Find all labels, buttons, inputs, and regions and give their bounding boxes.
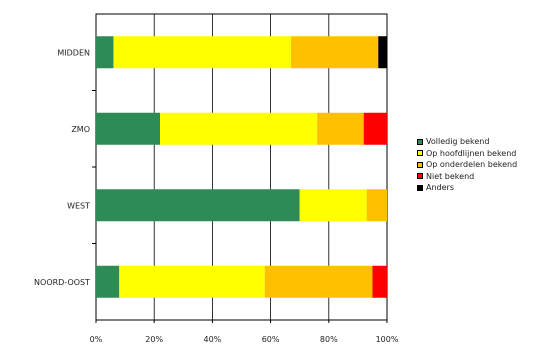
- category-label: NOORD-OOST: [34, 278, 90, 287]
- category-label: MIDDEN: [57, 48, 90, 57]
- legend-label: Op onderdelen bekend: [426, 160, 518, 170]
- legend-swatch: [417, 138, 423, 145]
- bar-midden-series-2: [290, 36, 379, 69]
- bar-zmo-series-1: [160, 112, 318, 145]
- bar-noord-oost-series-2: [264, 265, 373, 298]
- legend-item: Op onderdelen bekend: [417, 159, 517, 171]
- legend-swatch: [417, 173, 423, 180]
- category-label: ZMO: [71, 125, 90, 134]
- legend-label: Volledig bekend: [426, 137, 490, 147]
- legend-label: Niet bekend: [426, 171, 475, 181]
- bar-midden-series-0: [96, 36, 114, 69]
- bar-midden-series-1: [113, 36, 291, 69]
- x-tick-label: 40%: [204, 335, 222, 344]
- bar-midden-series-4: [378, 36, 387, 69]
- bar-zmo-series-3: [363, 112, 387, 145]
- bar-zmo-series-2: [317, 112, 364, 145]
- x-tick-label: 60%: [262, 335, 280, 344]
- legend-item: Volledig bekend: [417, 136, 517, 148]
- bar-zmo-series-0: [96, 112, 161, 145]
- legend-label: Op hoofdlijnen bekend: [426, 148, 517, 158]
- legend-label: Anders: [426, 183, 454, 193]
- legend-item: Anders: [417, 182, 517, 194]
- bar-west-series-2: [366, 189, 387, 222]
- bar-noord-oost-series-3: [372, 265, 387, 298]
- bar-west-series-0: [96, 189, 300, 222]
- legend-swatch: [417, 184, 423, 191]
- x-tick-label: 20%: [145, 335, 163, 344]
- x-tick-label: 0%: [90, 335, 103, 344]
- bar-noord-oost-series-1: [119, 265, 265, 298]
- x-tick-label: 80%: [320, 335, 338, 344]
- bar-noord-oost-series-0: [96, 265, 120, 298]
- legend-item: Niet bekend: [417, 171, 517, 183]
- category-label: WEST: [67, 201, 90, 210]
- x-tick-label: 100%: [376, 335, 399, 344]
- legend: Volledig bekend Op hoofdlijnen bekend Op o…: [417, 136, 517, 194]
- legend-swatch: [417, 150, 423, 157]
- legend-item: Op hoofdlijnen bekend: [417, 148, 517, 160]
- legend-swatch: [417, 161, 423, 168]
- bar-west-series-1: [299, 189, 367, 222]
